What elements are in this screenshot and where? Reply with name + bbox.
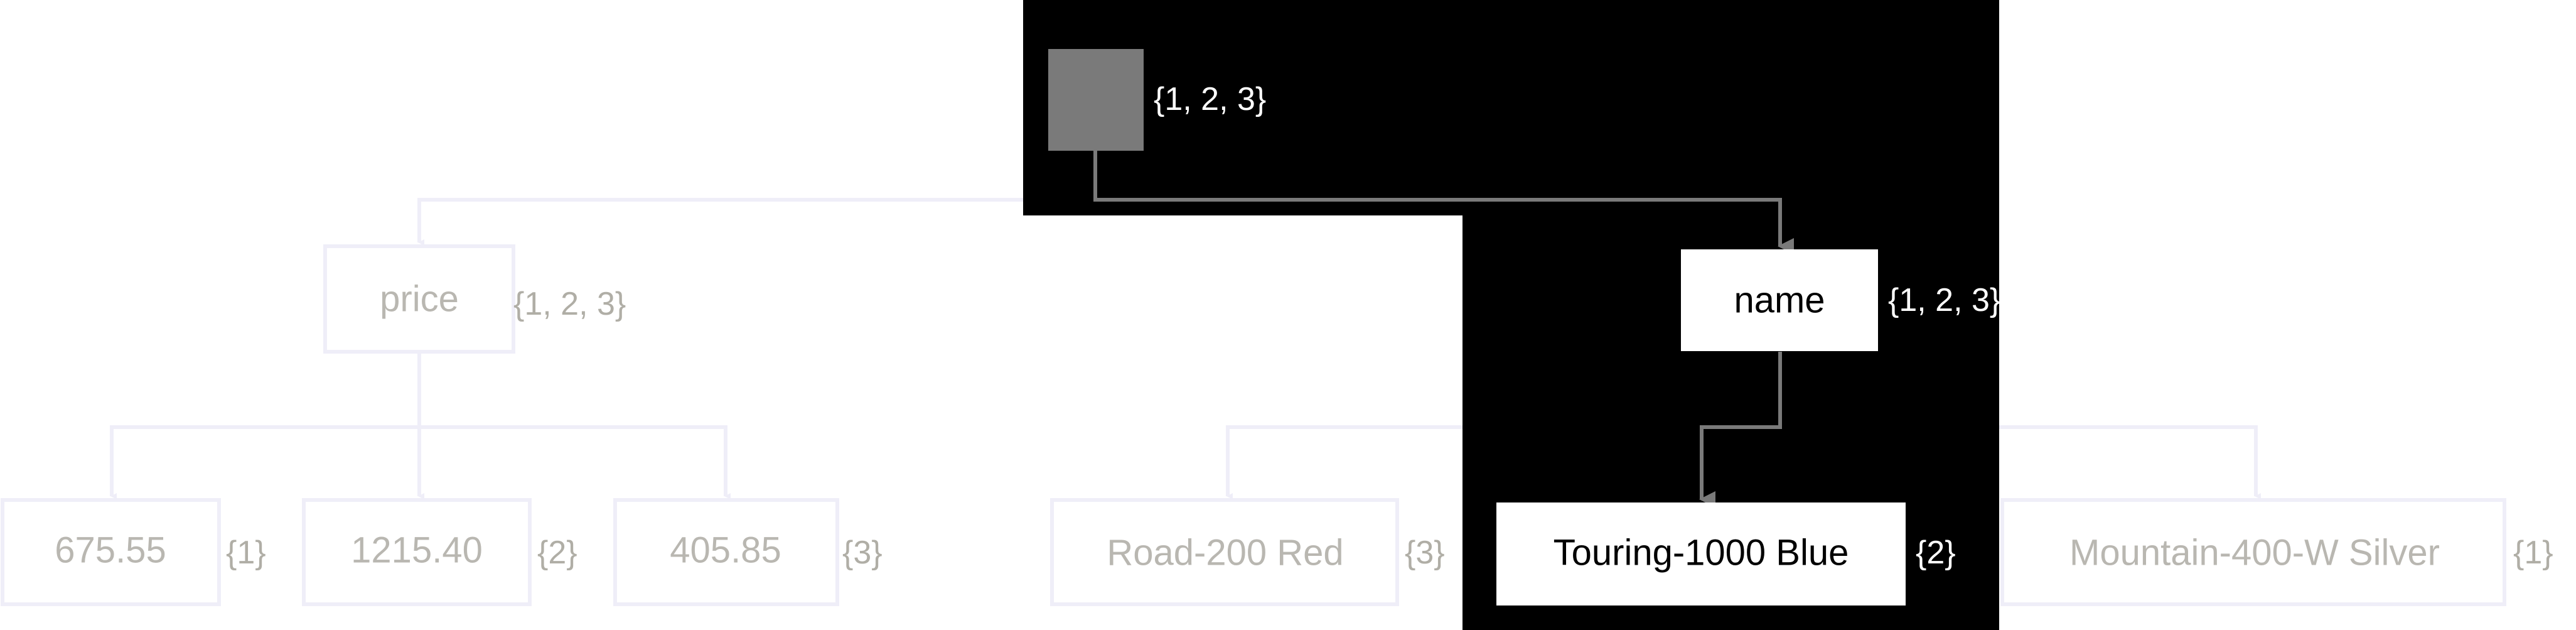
price-leaf-1-box	[1, 498, 221, 606]
price-leaf-2: 1215.40 {2}	[302, 498, 577, 606]
name-label: name	[1734, 280, 1825, 321]
name-set-label: {1, 2, 3}	[1888, 282, 2000, 318]
price-set-label: {1, 2, 3}	[513, 286, 626, 322]
price-leaf-3-set: {3}	[842, 535, 883, 571]
name-leaf-3: Mountain-400-W Silver {1}	[2000, 498, 2553, 606]
name-leaf-1: Road-200 Red {3}	[1050, 498, 1445, 606]
price-leaf-1-label: 675.55	[55, 530, 166, 571]
name-leaf-2-label: Touring-1000 Blue	[1554, 533, 1849, 573]
price-leaf-1: 675.55 {1}	[1, 498, 266, 606]
name-node: name {1, 2, 3}	[1681, 249, 2000, 351]
price-leaf-1-set: {1}	[226, 535, 266, 571]
name-leaf-2: Touring-1000 Blue {2}	[1496, 502, 1956, 606]
name-leaf-3-set: {1}	[2513, 535, 2553, 571]
price-leaf-3: 405.85 {3}	[613, 498, 883, 606]
name-leaf-2-set: {2}	[1916, 535, 1956, 571]
price-leaf-2-box	[302, 498, 532, 606]
price-leaf-2-label: 1215.40	[351, 530, 483, 571]
name-leaf-1-set: {3}	[1405, 535, 1445, 571]
faded-connectors	[110, 198, 2261, 499]
root-node: {1, 2, 3}	[1048, 49, 1266, 151]
name-leaf-2-box	[1496, 502, 1906, 606]
price-box	[323, 244, 515, 354]
name-leaf-3-label: Mountain-400-W Silver	[2069, 533, 2440, 573]
focus-region	[1023, 0, 1999, 630]
name-box	[1681, 249, 1878, 351]
price-leaf-3-label: 405.85	[670, 530, 781, 571]
price-label: price	[380, 279, 459, 320]
focus-connectors	[1093, 151, 1794, 508]
price-leaf-2-set: {2}	[537, 535, 577, 571]
root-box	[1048, 49, 1144, 151]
name-leaf-1-box	[1050, 498, 1399, 606]
price-node: price {1, 2, 3}	[323, 244, 626, 354]
root-set-label: {1, 2, 3}	[1154, 81, 1266, 117]
name-leaf-1-label: Road-200 Red	[1107, 533, 1343, 573]
name-leaf-3-box	[2000, 498, 2506, 606]
price-leaf-3-box	[613, 498, 839, 606]
